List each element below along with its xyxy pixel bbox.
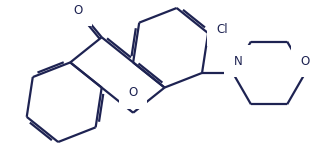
Text: O: O — [73, 3, 82, 16]
Text: Cl: Cl — [216, 23, 228, 36]
Text: O: O — [128, 87, 138, 99]
Text: N: N — [234, 55, 243, 68]
Text: O: O — [301, 55, 310, 68]
